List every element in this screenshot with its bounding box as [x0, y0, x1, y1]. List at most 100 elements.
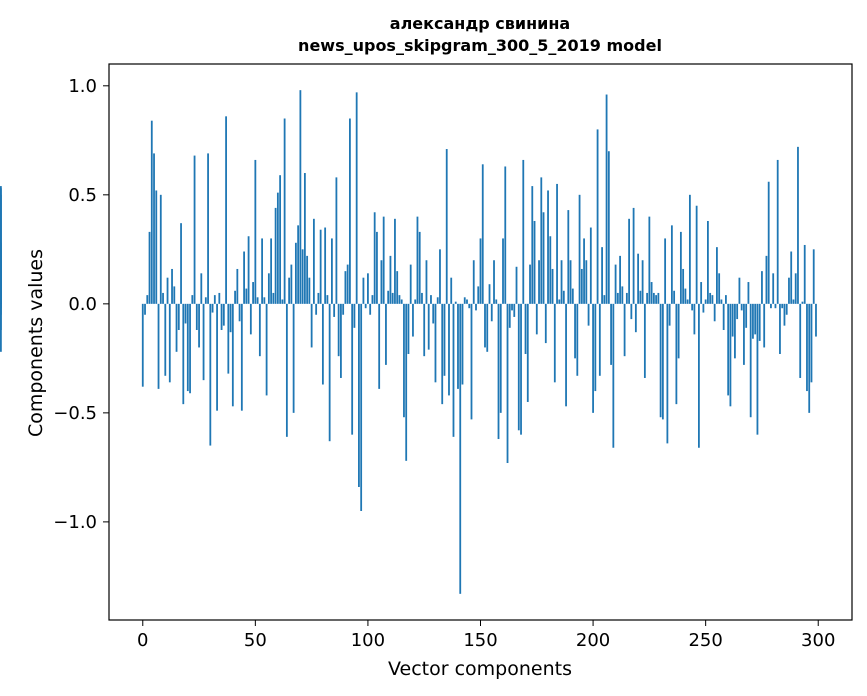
bar-267 [743, 303, 745, 365]
bar-216 [628, 218, 630, 304]
bar-72 [303, 173, 306, 304]
bar-198 [587, 303, 590, 326]
bar-40 [231, 303, 234, 407]
bar-117 [405, 303, 408, 461]
bar-249 [702, 303, 705, 313]
bar-175 [535, 303, 538, 335]
bar-76 [312, 218, 315, 304]
bar-282 [776, 159, 779, 304]
bar-254 [713, 303, 716, 322]
bar-89 [342, 303, 345, 315]
bar-294 [803, 244, 806, 304]
bar-162 [506, 303, 509, 464]
bar-141 [459, 303, 462, 594]
bar-165 [513, 303, 516, 317]
bar-14 [173, 286, 176, 304]
bar-128 [430, 295, 432, 304]
bar-104 [376, 231, 378, 304]
bar-62 [281, 299, 284, 304]
bar-277 [765, 255, 768, 304]
bar-259 [725, 295, 727, 304]
bar-37 [225, 116, 227, 304]
bar-152 [484, 303, 486, 348]
bar-145 [468, 303, 471, 309]
bar-43 [238, 303, 241, 322]
bar-187 [562, 290, 565, 304]
bar-280 [772, 273, 775, 304]
bar-137 [450, 277, 453, 304]
bar-143 [463, 297, 466, 304]
bar-58 [272, 292, 275, 304]
bar-227 [652, 292, 655, 304]
bar-17 [180, 223, 182, 304]
bar-155 [490, 303, 493, 322]
bar-221 [639, 290, 642, 304]
bar-71 [301, 249, 304, 304]
bar-220 [637, 253, 640, 304]
bar-116 [403, 303, 405, 418]
bar-35 [220, 303, 223, 330]
bar-164 [511, 303, 513, 311]
bar-13 [171, 268, 173, 304]
bar-285 [783, 303, 786, 326]
bar-230 [659, 303, 662, 418]
bar-123 [418, 231, 421, 304]
y-tick-label-3: −0.5 [53, 403, 97, 424]
bar-192 [574, 303, 576, 359]
bar-2 [146, 295, 149, 304]
bar-157 [495, 299, 498, 304]
bar-240 [682, 268, 685, 304]
bar-44 [240, 303, 243, 411]
bar-27 [202, 303, 205, 381]
bar-236 [673, 290, 676, 304]
chart-title-line-1: александр свинина [389, 14, 571, 33]
x-axis-label: Vector components [388, 658, 572, 680]
bar-69 [297, 225, 300, 304]
bar-244 [691, 303, 694, 311]
bar-undefined [0, 303, 2, 352]
bar-190 [569, 260, 572, 304]
bar-290 [794, 273, 797, 304]
bar-59 [274, 207, 277, 304]
bar-105 [378, 303, 381, 389]
bar-226 [650, 282, 653, 304]
bar-167 [517, 303, 520, 431]
bar-234 [668, 303, 671, 326]
bar-95 [355, 92, 358, 304]
bar-84 [331, 238, 333, 304]
bar-146 [470, 303, 473, 420]
bar-199 [589, 227, 592, 304]
bar-256 [718, 273, 721, 304]
bar-248 [700, 282, 703, 304]
bar-163 [508, 303, 511, 328]
bar-246 [695, 205, 698, 304]
bar-268 [745, 303, 748, 328]
bar-265 [738, 277, 741, 304]
bar-273 [756, 303, 759, 435]
bar-233 [666, 303, 669, 444]
bar-264 [736, 303, 739, 320]
bar-239 [679, 231, 682, 304]
bar-180 [547, 190, 549, 304]
bar-298 [812, 249, 815, 304]
bar-288 [790, 251, 793, 304]
bar-299 [815, 303, 817, 337]
bar-144 [466, 299, 468, 304]
bar-185 [558, 299, 561, 304]
x-tick-label-0: 0 [137, 630, 148, 651]
bar-255 [716, 247, 718, 304]
bar-20 [186, 303, 189, 392]
x-tick-label-50: 50 [244, 630, 267, 651]
bar-171 [526, 303, 529, 402]
bar-75 [310, 303, 313, 348]
bar-31 [211, 303, 214, 313]
bar-102 [371, 295, 374, 304]
bar-243 [688, 194, 691, 304]
bar-121 [414, 299, 417, 304]
bar-98 [362, 277, 365, 304]
bar-86 [335, 177, 338, 304]
bar-46 [245, 288, 248, 304]
bar-18 [182, 303, 185, 405]
y-tick-label-2: 0.0 [68, 294, 97, 315]
